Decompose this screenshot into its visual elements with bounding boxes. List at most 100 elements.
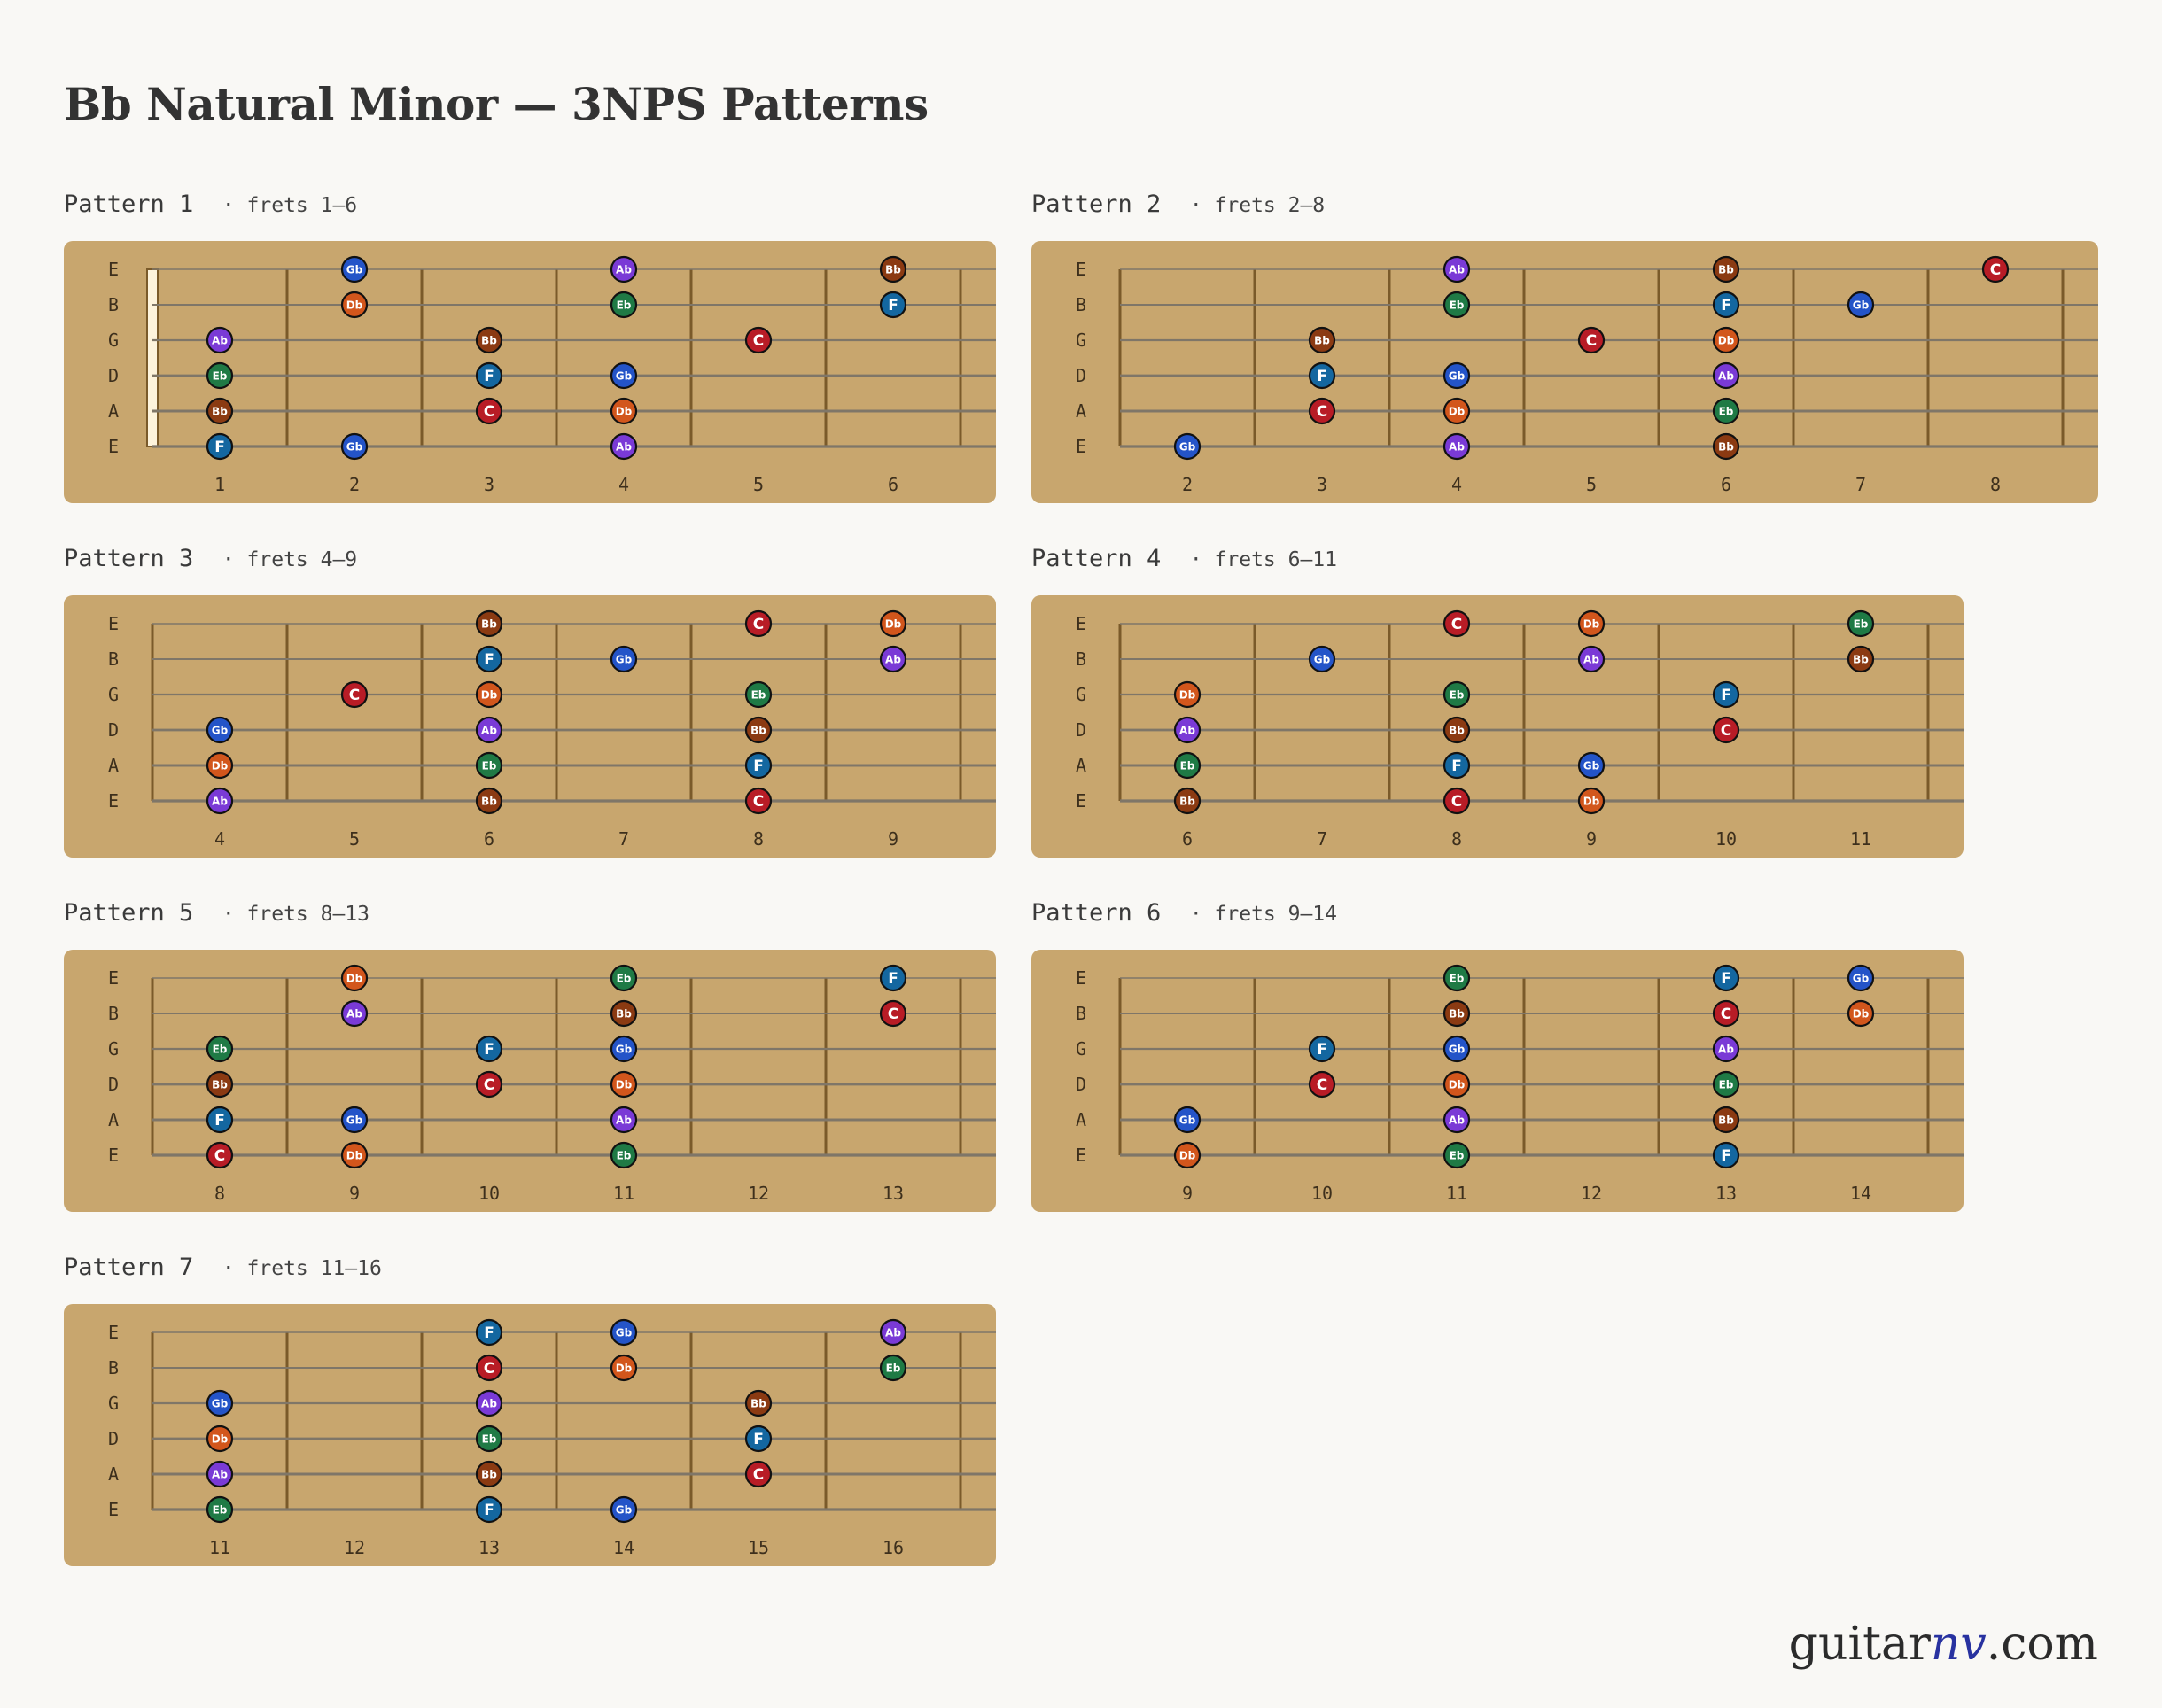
pattern-title: Pattern 3 · frets 4–9: [64, 545, 357, 572]
fret-number: 3: [484, 474, 494, 495]
note-marker: C: [475, 1354, 503, 1382]
string-label: E: [108, 259, 119, 280]
brand-text: guitar: [1788, 1618, 1931, 1671]
note-dot: [1173, 432, 1202, 461]
note-dot: [879, 291, 907, 319]
fretboard: E B G D A E 11 12 13 14 15 16 F Gb Ab C Db Eb Gb Ab Bb Db Eb F A…: [64, 1304, 996, 1566]
note-label: Eb: [213, 369, 228, 382]
note-label: Db: [1853, 1007, 1870, 1020]
fret-number: 8: [1990, 474, 2001, 495]
note-dot: [610, 1495, 638, 1524]
note-dot: [340, 255, 369, 283]
note-marker: F: [1308, 361, 1336, 390]
note-label: C: [753, 616, 764, 633]
note-dot: [1712, 326, 1740, 354]
note-marker: Bb: [475, 1460, 503, 1488]
note-marker: Gb: [1847, 291, 1875, 319]
note-dot: [340, 1141, 369, 1169]
brand-suffix: .com: [1986, 1618, 2098, 1671]
note-label: Db: [616, 1362, 633, 1374]
string-label: B: [1076, 1003, 1086, 1024]
note-label: C: [1586, 332, 1597, 350]
note-marker: Eb: [1847, 609, 1875, 638]
note-dot: [879, 1318, 907, 1347]
note-label: Eb: [1719, 405, 1734, 417]
note-marker: Gb: [610, 645, 638, 673]
note-label: F: [888, 970, 898, 988]
note-dot: [475, 1495, 503, 1524]
note-dot: [475, 1354, 503, 1382]
note-label: C: [484, 1076, 494, 1094]
string-label: B: [108, 1357, 119, 1378]
note-dot: [1712, 1141, 1740, 1169]
note-marker: C: [1443, 609, 1471, 638]
note-dot: [610, 999, 638, 1028]
note-dot: [1712, 361, 1740, 390]
note-label: Bb: [885, 263, 901, 276]
string-label: E: [108, 967, 119, 989]
note-dot: [1308, 1035, 1336, 1063]
fret-number: 1: [214, 474, 225, 495]
note-label: Ab: [616, 440, 632, 453]
fret-number: 16: [883, 1537, 904, 1558]
note-label: Db: [481, 688, 498, 701]
note-label: Gb: [1853, 299, 1870, 311]
note-marker: C: [1712, 999, 1740, 1028]
note-label: Db: [1583, 795, 1600, 807]
fret-number: 15: [748, 1537, 769, 1558]
note-dot: [475, 716, 503, 744]
note-label: Eb: [1854, 617, 1869, 630]
fret-number: 13: [478, 1537, 500, 1558]
note-dot: [610, 397, 638, 425]
string-label: D: [1076, 719, 1086, 741]
fret-number: 6: [1721, 474, 1731, 495]
fret-number: 10: [478, 1183, 500, 1204]
note-label: Db: [1718, 334, 1735, 346]
note-label: Ab: [616, 263, 632, 276]
note-marker: Db: [1443, 1070, 1471, 1099]
note-label: Eb: [1450, 299, 1465, 311]
nut: [146, 268, 159, 447]
fret-number: 2: [1182, 474, 1193, 495]
note-marker: Bb: [206, 1070, 234, 1099]
note-marker: Db: [206, 751, 234, 780]
page-title: Bb Natural Minor — 3NPS Patterns: [64, 78, 929, 130]
note-label: Gb: [616, 369, 633, 382]
string-label: D: [1076, 1074, 1086, 1095]
fret-number: 2: [349, 474, 360, 495]
note-dot: [475, 397, 503, 425]
note-dot: [475, 787, 503, 815]
note-dot: [1847, 999, 1875, 1028]
note-dot: [206, 716, 234, 744]
note-marker: Eb: [1443, 680, 1471, 709]
note-dot: [610, 1354, 638, 1382]
note-marker: F: [1712, 1141, 1740, 1169]
note-label: Ab: [1179, 724, 1195, 736]
pattern-label: Pattern 3: [64, 545, 194, 572]
note-marker: Bb: [1712, 432, 1740, 461]
note-dot: [1443, 680, 1471, 709]
note-label: Db: [346, 1149, 363, 1161]
note-label: Ab: [212, 1468, 228, 1480]
note-dot: [475, 1460, 503, 1488]
note-label: Gb: [1179, 440, 1196, 453]
note-marker: Ab: [206, 787, 234, 815]
note-marker: C: [744, 1460, 773, 1488]
pattern-title: Pattern 2 · frets 2–8: [1031, 190, 1325, 218]
string-label: E: [1076, 436, 1086, 457]
note-dot: [610, 964, 638, 992]
pattern-title: Pattern 1 · frets 1–6: [64, 190, 357, 218]
fret-number: 6: [484, 828, 494, 850]
string-label: D: [108, 1074, 119, 1095]
note-marker: Eb: [1443, 964, 1471, 992]
string-label: A: [108, 1463, 119, 1485]
fret-number: 4: [214, 828, 225, 850]
note-dot: [1443, 1070, 1471, 1099]
note-dot: [1712, 1106, 1740, 1134]
fret-number: 6: [1182, 828, 1193, 850]
note-dot: [206, 1141, 234, 1169]
note-label: Db: [346, 299, 363, 311]
fret-number: 10: [1311, 1183, 1333, 1204]
